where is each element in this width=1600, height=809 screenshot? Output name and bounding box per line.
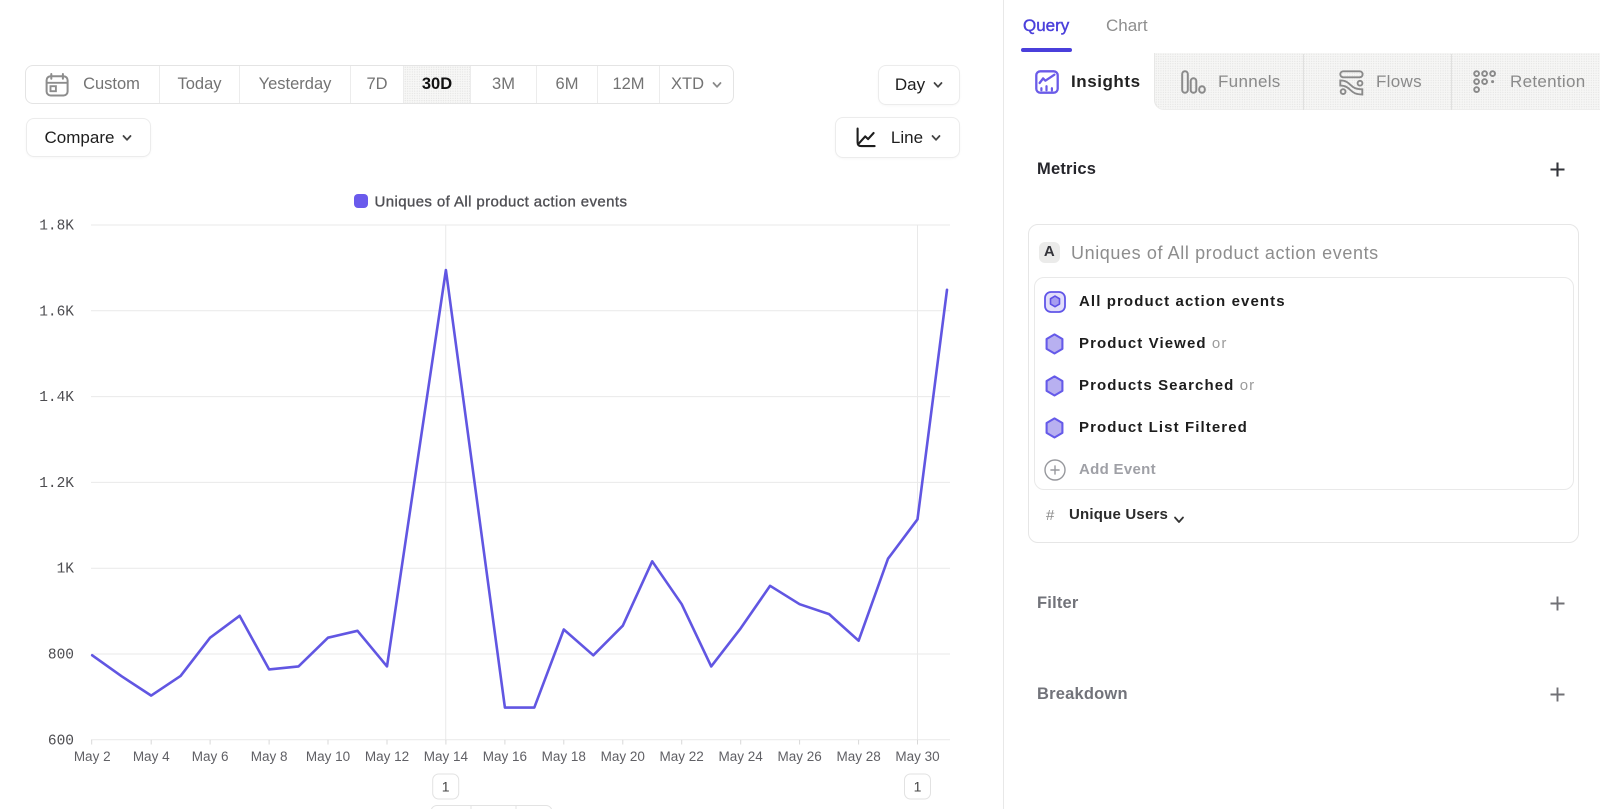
- svg-text:Uniques of All product action: Uniques of All product action events: [375, 194, 628, 211]
- svg-text:May 10: May 10: [306, 749, 350, 764]
- svg-text:1.8K: 1.8K: [39, 219, 74, 235]
- svg-text:1.4K: 1.4K: [39, 390, 74, 406]
- svg-text:1.2K: 1.2K: [39, 476, 74, 492]
- svg-text:800: 800: [48, 648, 74, 664]
- svg-text:May 14: May 14: [424, 749, 469, 764]
- svg-text:1.6K: 1.6K: [39, 304, 74, 320]
- svg-text:May 26: May 26: [777, 749, 821, 764]
- svg-text:May 6: May 6: [192, 749, 229, 764]
- svg-text:1: 1: [914, 779, 922, 795]
- svg-text:600: 600: [48, 733, 74, 749]
- svg-text:May 2: May 2: [74, 749, 111, 764]
- svg-text:May 16: May 16: [483, 749, 527, 764]
- svg-text:May 28: May 28: [836, 749, 880, 764]
- svg-text:May 22: May 22: [660, 749, 704, 764]
- svg-text:May 18: May 18: [542, 749, 586, 764]
- svg-text:1K: 1K: [57, 562, 75, 578]
- svg-text:May 12: May 12: [365, 749, 409, 764]
- svg-text:1: 1: [442, 779, 450, 795]
- svg-text:May 24: May 24: [719, 749, 764, 764]
- svg-text:May 4: May 4: [133, 749, 170, 764]
- svg-text:May 20: May 20: [601, 749, 645, 764]
- svg-text:May 30: May 30: [895, 749, 939, 764]
- svg-text:May 8: May 8: [251, 749, 288, 764]
